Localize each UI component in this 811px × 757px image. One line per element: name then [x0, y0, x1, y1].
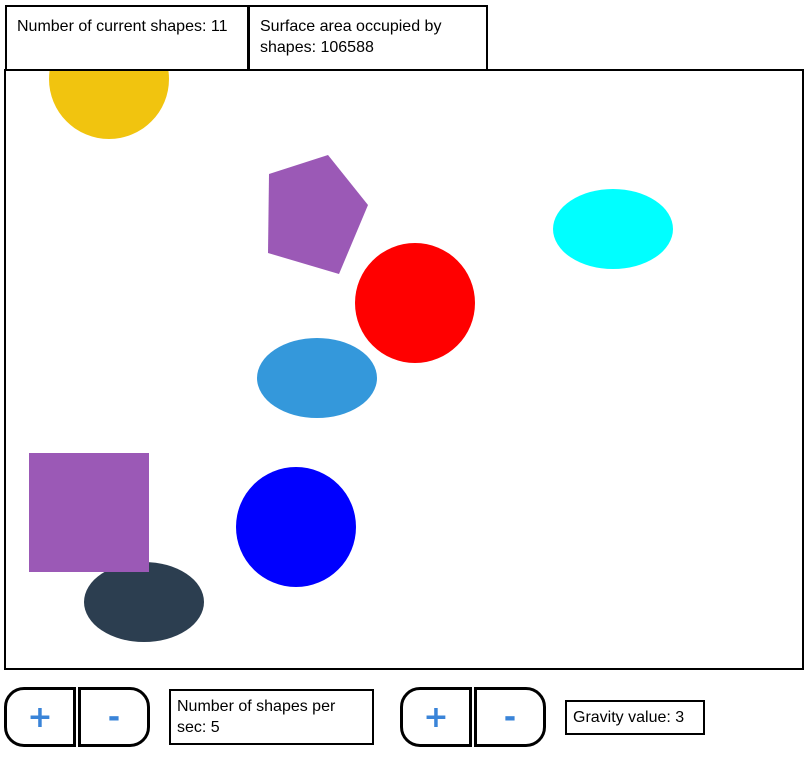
- increase-gravity-button[interactable]: +: [400, 687, 472, 747]
- purple-pentagon[interactable]: [268, 155, 368, 274]
- decrease-gravity-button[interactable]: -: [474, 687, 546, 747]
- dark-ellipse[interactable]: [84, 562, 204, 642]
- shapes-per-sec-display: Number of shapes per sec: 5: [169, 689, 374, 745]
- red-circle[interactable]: [355, 243, 475, 363]
- shapes-count-display: Number of current shapes: 11: [5, 5, 249, 71]
- shapes-canvas[interactable]: [4, 69, 804, 670]
- surface-area-display: Surface area occupied by shapes: 106588: [248, 5, 488, 71]
- increase-shapes-button[interactable]: +: [4, 687, 76, 747]
- purple-square[interactable]: [29, 453, 149, 572]
- gravity-display: Gravity value: 3: [565, 700, 705, 735]
- yellow-circle[interactable]: [49, 71, 169, 139]
- blue-circle[interactable]: [236, 467, 356, 587]
- cyan-ellipse[interactable]: [553, 189, 673, 269]
- blue-ellipse[interactable]: [257, 338, 377, 418]
- decrease-shapes-button[interactable]: -: [78, 687, 150, 747]
